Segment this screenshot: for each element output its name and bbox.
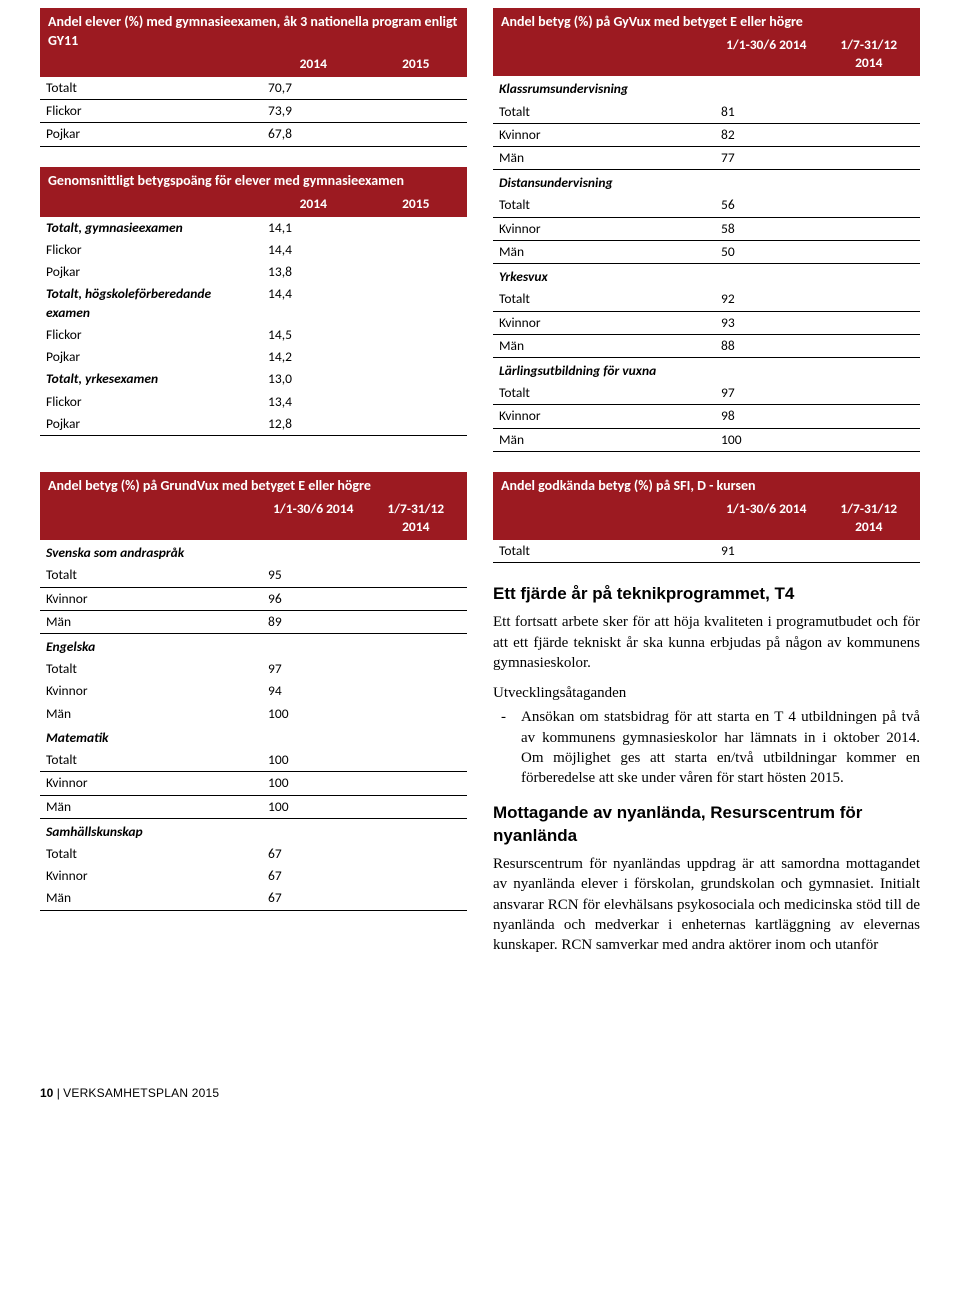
table-gyvux: Andel betyg (%) på GyVux med betyget E e…	[493, 8, 920, 452]
table-gymnasieexamen-andel: Andel elever (%) med gymnasieexamen, åk …	[40, 8, 467, 147]
table-betygspoang: Genomsnittligt betygspoäng för elever me…	[40, 167, 467, 436]
table-sfi: Andel godkända betyg (%) på SFI, D - kur…	[493, 472, 920, 564]
doc-title: VERKSAMHETSPLAN 2015	[63, 1086, 219, 1100]
body-text: Ett fjärde år på teknikprogrammet, T4 Et…	[493, 583, 920, 955]
list-item: Ansökan om statsbidrag för att starta en…	[521, 707, 920, 788]
paragraph: Ett fortsatt arbete sker för att höja kv…	[493, 612, 920, 673]
heading-nyanlanda: Mottagande av nyanlända, Resurscentrum f…	[493, 802, 920, 848]
page-footer: 10 | VERKSAMHETSPLAN 2015	[40, 1085, 920, 1101]
table1-title: Andel elever (%) med gymnasieexamen, åk …	[48, 13, 457, 49]
table2-title: Genomsnittligt betygspoäng för elever me…	[48, 172, 404, 189]
paragraph: Resurscentrum för nyanländas uppdrag är …	[493, 854, 920, 955]
table1-year1: 2014	[262, 55, 364, 77]
page-number: 10	[40, 1086, 53, 1100]
bullet-list: Ansökan om statsbidrag för att starta en…	[493, 707, 920, 788]
table-grundvux: Andel betyg (%) på GrundVux med betyget …	[40, 472, 467, 911]
table1-year2: 2015	[365, 55, 467, 77]
heading-utvecklingsataganden: Utvecklingsåtaganden	[493, 683, 920, 703]
table-row-label: Totalt	[40, 77, 262, 100]
table-row-val: 70,7	[262, 77, 364, 100]
heading-t4: Ett fjärde år på teknikprogrammet, T4	[493, 583, 920, 606]
